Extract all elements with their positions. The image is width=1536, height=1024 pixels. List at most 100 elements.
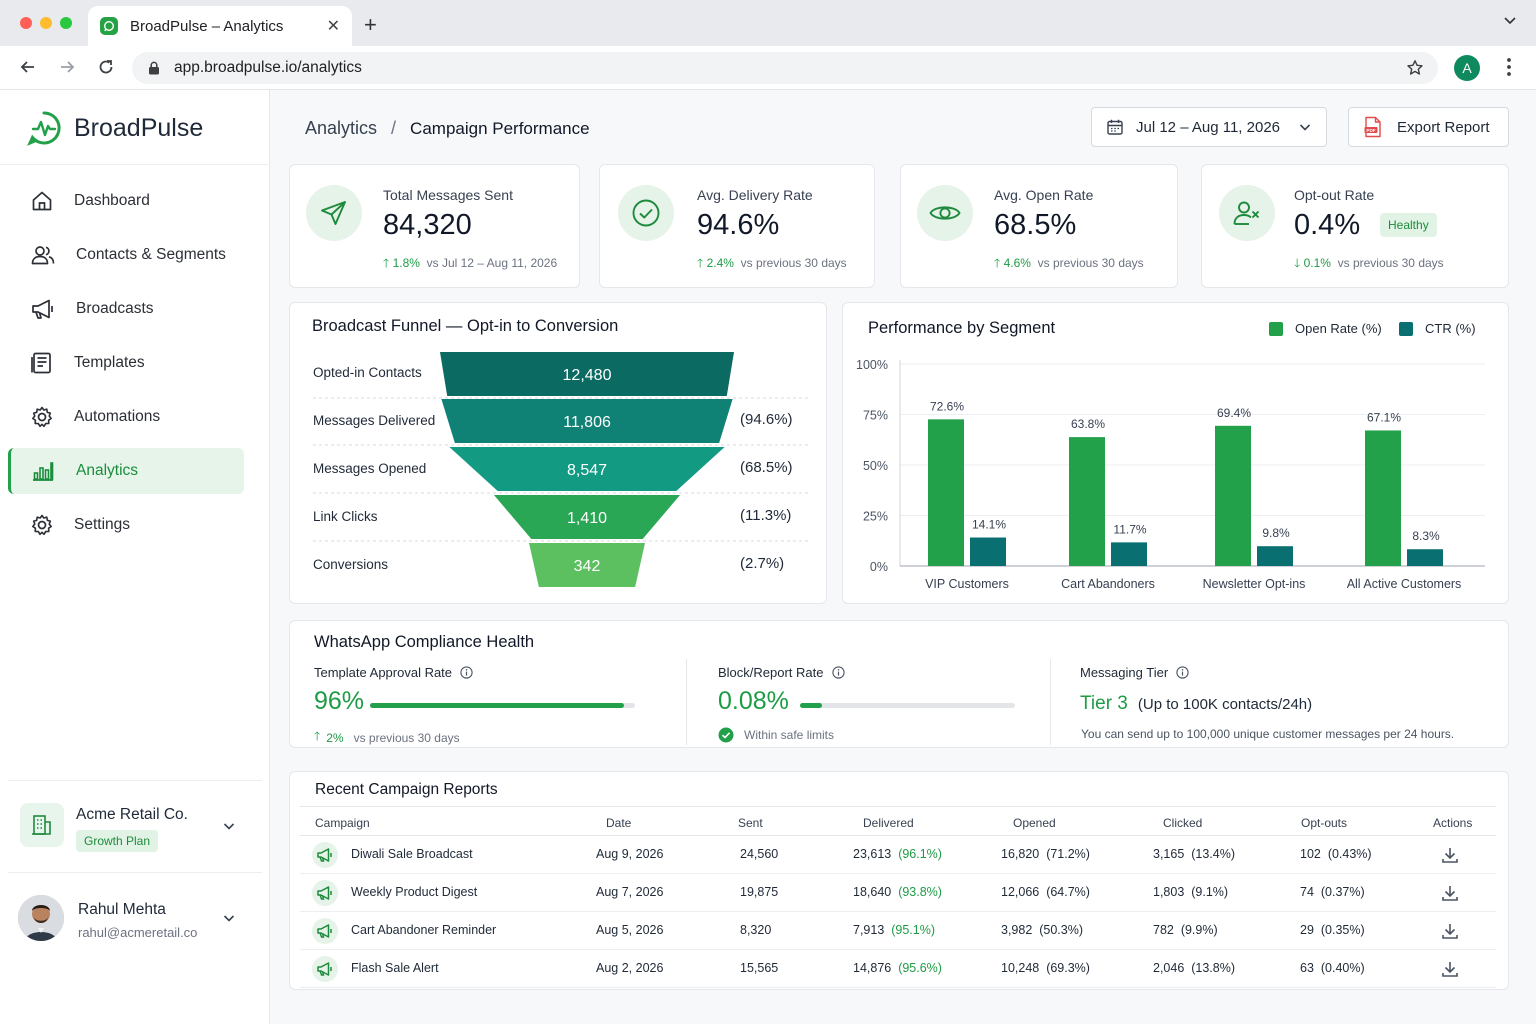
segment-chart-card: Performance by Segment Open Rate (%) CTR… [842, 302, 1509, 604]
date-range-picker[interactable]: Jul 12 – Aug 11, 2026 [1091, 107, 1327, 147]
funnel-stage-label: Link Clicks [313, 509, 378, 524]
tab-close-icon[interactable]: ✕ [326, 18, 340, 35]
info-icon[interactable] [831, 666, 845, 679]
minimize-window-button[interactable] [40, 17, 52, 29]
sidebar-item-dashboard[interactable]: Dashboard [8, 178, 244, 224]
cell-delivered-value: 18,640 [853, 885, 892, 899]
cell-clicked-percent: (13.8%) [1191, 961, 1236, 975]
back-arrow-icon[interactable] [18, 57, 38, 82]
cell-delivered-percent: (95.1%) [891, 923, 936, 937]
download-icon[interactable] [1440, 883, 1460, 908]
column-header: Delivered [863, 816, 914, 830]
kpi-delta: 🡓 0.1% vs previous 30 days [1294, 254, 1444, 275]
kpi-label: Total Messages Sent [383, 187, 513, 203]
table-row[interactable]: Diwali Sale Broadcast Aug 9, 2026 24,560… [300, 836, 1496, 874]
legend-ctr: CTR (%) [1399, 321, 1476, 336]
cell-clicked-percent: (9.9%) [1180, 923, 1218, 937]
window-controls [20, 17, 72, 29]
chevron-down-icon[interactable] [222, 819, 236, 838]
sidebar-item-contacts[interactable]: Contacts & Segments [8, 232, 244, 278]
cell-clicked-percent: (13.4%) [1191, 847, 1236, 861]
reports-title: Recent Campaign Reports [315, 781, 498, 798]
tab-title: BroadPulse – Analytics [130, 17, 284, 35]
download-icon[interactable] [1440, 845, 1460, 870]
brand[interactable]: BroadPulse [26, 110, 203, 146]
cell-campaign[interactable]: Flash Sale Alert [351, 961, 439, 975]
app-root: BroadPulse Dashboard Contacts & Segments… [0, 90, 1536, 1024]
sidebar-item-broadcasts[interactable]: Broadcasts [8, 286, 244, 332]
messaging-tier-label: Messaging Tier [1080, 665, 1189, 680]
sidebar-item-label: Analytics [76, 462, 139, 479]
download-icon[interactable] [1440, 959, 1460, 984]
chevron-down-icon [1299, 124, 1311, 131]
cell-optouts-percent: (0.40%) [1320, 961, 1365, 975]
compliance-card: WhatsApp Compliance Health Template Appr… [289, 620, 1509, 748]
sidebar-item-templates[interactable]: Templates [8, 340, 244, 386]
browser-tab[interactable]: BroadPulse – Analytics ✕ [88, 6, 352, 46]
sidebar: BroadPulse Dashboard Contacts & Segments… [0, 90, 270, 1024]
approval-delta: 🡑 2% vs previous 30 days [314, 727, 460, 748]
org-switcher[interactable]: Acme Retail Co. Growth Plan [8, 780, 262, 874]
cell-delivered-value: 7,913 [853, 923, 885, 937]
new-tab-button[interactable]: + [364, 12, 377, 37]
kpi-label: Avg. Open Rate [994, 187, 1094, 203]
cell-opened-percent: (69.3%) [1046, 961, 1090, 975]
address-bar[interactable]: app.broadpulse.io/analytics [132, 52, 1438, 84]
block-rate-fill [800, 703, 822, 708]
reload-icon[interactable] [96, 57, 116, 82]
kpi-compare: vs Jul 12 – Aug 11, 2026 [426, 256, 558, 270]
table-row[interactable]: Cart Abandoner Reminder Aug 5, 2026 8,32… [300, 912, 1496, 950]
kpi-delta: 🡑 4.6% vs previous 30 days [994, 254, 1144, 275]
sidebar-item-automations[interactable]: Automations [8, 394, 244, 440]
close-window-button[interactable] [20, 17, 32, 29]
cell-campaign[interactable]: Diwali Sale Broadcast [351, 847, 473, 861]
sidebar-item-analytics[interactable]: Analytics [8, 448, 244, 494]
sidebar-divider [0, 164, 270, 165]
table-row[interactable]: Flash Sale Alert Aug 2, 2026 15,565 14,8… [300, 950, 1496, 988]
tab-search-chevron-icon[interactable] [1502, 12, 1518, 33]
cell-campaign[interactable]: Cart Abandoner Reminder [351, 923, 497, 937]
profile-avatar[interactable]: A [1454, 55, 1480, 81]
megaphone-icon [312, 880, 338, 906]
cell-clicked: 2,046 (13.8%) [1153, 961, 1235, 975]
table-row[interactable]: Weekly Product Digest Aug 7, 2026 19,875… [300, 874, 1496, 912]
gear-icon [31, 514, 52, 536]
cell-delivered: 14,876 (95.6%) [853, 961, 942, 975]
column-header: Sent [738, 816, 763, 830]
breadcrumb-analytics-link[interactable]: Analytics [305, 118, 378, 138]
info-icon[interactable] [460, 666, 473, 679]
forward-arrow-icon[interactable] [57, 57, 77, 82]
kpi-label: Opt-out Rate [1294, 187, 1375, 203]
chevron-down-icon[interactable] [222, 911, 236, 930]
legend-swatch [1269, 321, 1283, 336]
segment-chart-title: Performance by Segment [868, 319, 1056, 337]
bar-ctr [1407, 549, 1443, 566]
cell-optouts-value: 102 [1300, 847, 1321, 861]
home-icon [32, 191, 52, 211]
download-icon[interactable] [1440, 921, 1460, 946]
funnel-title: Broadcast Funnel — Opt-in to Conversion [312, 317, 619, 335]
cell-optouts-percent: (0.43%) [1327, 847, 1372, 861]
cell-delivered: 7,913 (95.1%) [853, 923, 935, 937]
maximize-window-button[interactable] [60, 17, 72, 29]
data-label: 67.1% [1367, 410, 1401, 424]
sidebar-item-settings[interactable]: Settings [8, 502, 244, 548]
data-label: 11.7% [1113, 522, 1146, 536]
calendar-icon [1107, 119, 1123, 135]
cell-campaign[interactable]: Weekly Product Digest [351, 885, 478, 899]
export-report-button[interactable]: PDF Export Report [1348, 107, 1509, 147]
users-icon [31, 246, 55, 265]
user-menu[interactable]: Rahul Mehta rahul@acmeretail.co [8, 872, 262, 968]
sidebar-item-label: Templates [74, 354, 145, 371]
cell-optouts: 102 (0.43%) [1300, 847, 1372, 861]
browser-menu-icon[interactable] [1500, 56, 1518, 83]
arrow-up-icon: 🡑 [314, 729, 321, 743]
info-icon[interactable] [1176, 666, 1189, 679]
kpi-delta-value: 2.4% [706, 256, 734, 270]
cell-opened: 12,066 (64.7%) [1001, 885, 1090, 899]
bookmark-star-icon[interactable] [1406, 59, 1424, 82]
legend-label: CTR (%) [1425, 321, 1476, 336]
funnel-card: Broadcast Funnel — Opt-in to Conversion … [289, 302, 827, 604]
cell-sent: 15,565 [740, 961, 779, 975]
funnel-stage-bar [440, 352, 734, 396]
